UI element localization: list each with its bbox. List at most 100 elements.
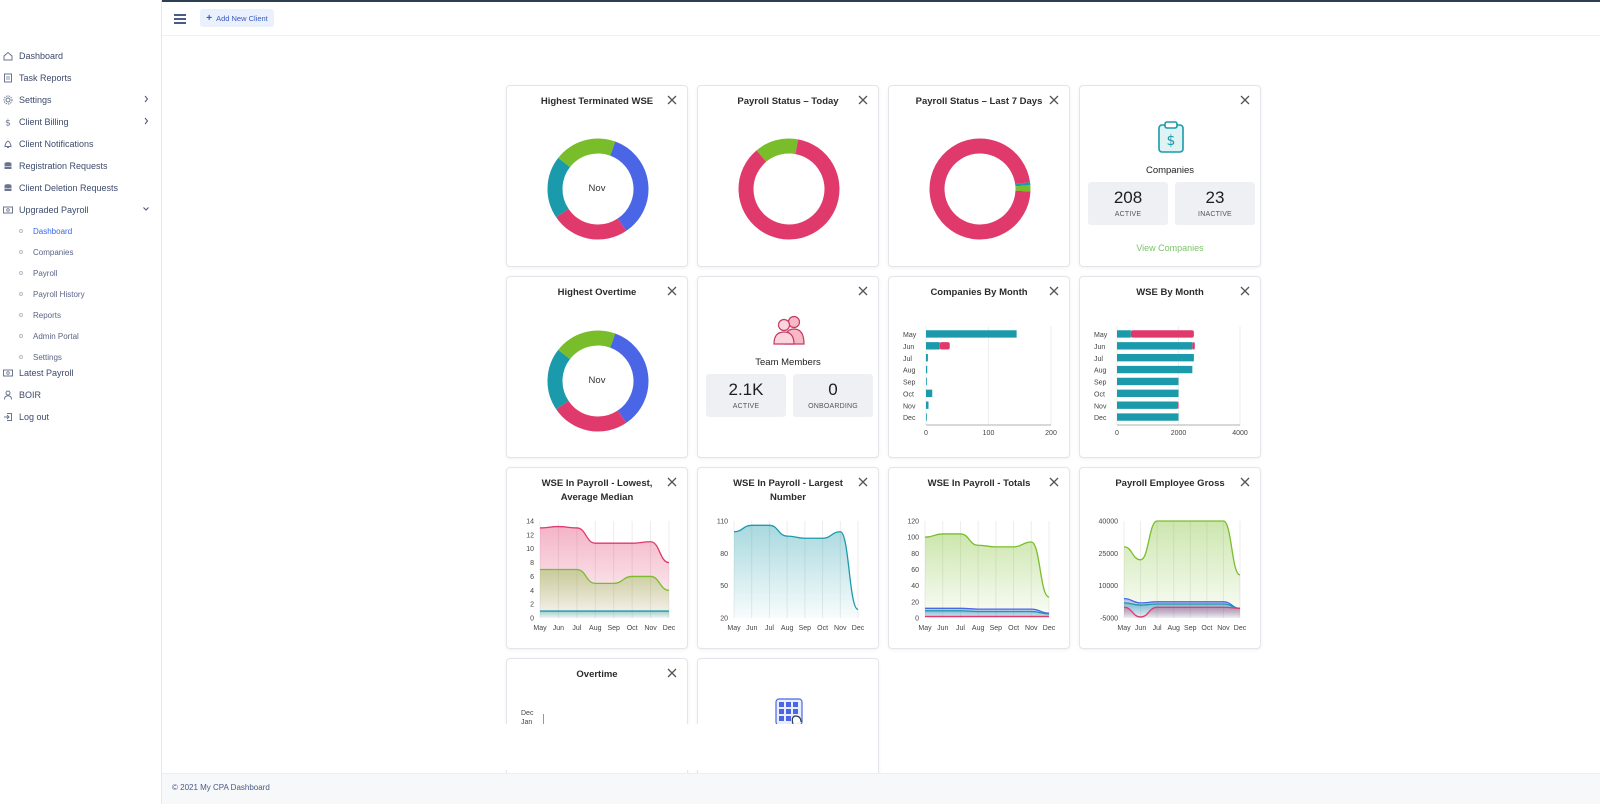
series-line[interactable] — [924, 607, 1050, 614]
donut-slice-green[interactable] — [558, 138, 616, 168]
bar-sep[interactable] — [926, 377, 927, 386]
donut-slice-green[interactable] — [756, 138, 799, 163]
close-icon[interactable] — [857, 476, 869, 488]
y-tick-label: Dec — [903, 415, 916, 422]
sidebar-item-upgraded-payroll[interactable]: Upgraded Payroll — [0, 200, 162, 220]
menu-toggle-icon[interactable] — [174, 14, 186, 24]
y-tick-label: 60 — [911, 567, 919, 574]
bar-may[interactable] — [1117, 330, 1131, 338]
sidebar-subitem-payroll[interactable]: Payroll — [0, 264, 162, 282]
y-tick-label: 40 — [911, 583, 919, 590]
y-tick-label: 50 — [720, 583, 728, 590]
close-icon[interactable] — [666, 94, 678, 106]
bar-jul[interactable] — [1117, 354, 1194, 362]
card-wse-by-month: WSE By Month 0 2000 4000 May Jun Jul Aug Sep Oct… — [1079, 276, 1261, 458]
report-icon — [3, 73, 13, 83]
x-tick-label: May — [727, 625, 741, 632]
bar-dec[interactable] — [1117, 413, 1179, 421]
view-companies-link[interactable]: View Companies — [1136, 243, 1204, 253]
sidebar-item-label: Log out — [19, 412, 50, 422]
series-line[interactable] — [540, 568, 670, 591]
bar-aug[interactable] — [1117, 365, 1193, 374]
series-line[interactable] — [1123, 520, 1241, 576]
donut-slice-green[interactable] — [558, 330, 616, 360]
y-tick-label: Dec — [521, 710, 534, 717]
sidebar-subitem-settings[interactable]: Settings — [0, 348, 162, 366]
close-icon[interactable] — [1239, 94, 1251, 106]
donut-chart — [547, 138, 649, 240]
bar-dec[interactable] — [926, 413, 927, 421]
close-icon[interactable] — [857, 94, 869, 106]
bar-oct[interactable] — [1117, 389, 1179, 397]
bar-jun[interactable] — [926, 342, 940, 350]
donut-slice-pink[interactable] — [929, 138, 1031, 240]
close-icon[interactable] — [666, 476, 678, 488]
sidebar-subitem-dashboard[interactable]: Dashboard — [0, 222, 162, 240]
close-icon[interactable] — [1048, 476, 1060, 488]
stat-label: ACTIVE — [1114, 211, 1142, 218]
donut-slice-blue[interactable] — [609, 333, 649, 423]
bar-may[interactable] — [926, 330, 1017, 338]
close-icon[interactable] — [857, 285, 869, 297]
bar-jun[interactable] — [1117, 342, 1193, 350]
donut-slice-pink[interactable] — [738, 139, 840, 240]
close-icon[interactable] — [1048, 285, 1060, 297]
sidebar-item-client-notifications[interactable]: Client Notifications — [0, 134, 162, 154]
close-icon[interactable] — [1239, 285, 1251, 297]
close-icon[interactable] — [666, 667, 678, 679]
sidebar-item-registration-requests[interactable]: Registration Requests — [0, 156, 162, 176]
donut-slice-teal[interactable] — [547, 157, 571, 218]
bar-may[interactable] — [1130, 330, 1194, 338]
series-line[interactable] — [733, 524, 859, 611]
svg-text:$: $ — [5, 119, 11, 128]
donut-slice-blue[interactable] — [609, 141, 649, 231]
sidebar-item-task-reports[interactable]: Task Reports — [0, 68, 162, 88]
donut-slice-pink[interactable] — [556, 208, 627, 240]
stat-value: 23 — [1205, 188, 1225, 207]
bar-nov[interactable] — [1176, 401, 1179, 409]
close-icon[interactable] — [666, 285, 678, 297]
sidebar-item-client-deletion-requests[interactable]: Client Deletion Requests — [0, 178, 162, 198]
bar-jul[interactable] — [926, 354, 928, 362]
series-line[interactable] — [1123, 602, 1241, 609]
series-line[interactable] — [1123, 606, 1241, 618]
bar-oct[interactable] — [926, 389, 933, 397]
x-tick-label: 0 — [1115, 430, 1119, 437]
bar-sep[interactable] — [1117, 377, 1179, 386]
bar-nov[interactable] — [926, 401, 929, 409]
y-tick-label: Jul — [1094, 356, 1103, 363]
sidebar-subitem-admin-portal[interactable]: Admin Portal — [0, 327, 162, 345]
series-line[interactable] — [1123, 597, 1241, 609]
card-wse-lowest-average-median: WSE In Payroll - Lowest, Average Median … — [506, 467, 688, 649]
bar-jun[interactable] — [1192, 342, 1195, 350]
sidebar-item-latest-payroll[interactable]: Latest Payroll — [0, 363, 162, 383]
add-new-client-button[interactable]: + Add New Client — [200, 9, 274, 27]
donut-slice-teal[interactable] — [547, 349, 571, 410]
y-tick-label: 8 — [530, 560, 534, 567]
sidebar-subitem-reports[interactable]: Reports — [0, 306, 162, 324]
area-fill — [734, 525, 858, 618]
bar-jun[interactable] — [939, 342, 950, 350]
series-line[interactable] — [924, 533, 1050, 598]
card-title: Payroll Status – Last 7 Days — [915, 96, 1043, 107]
sidebar-item-dashboard[interactable]: Dashboard — [0, 46, 162, 66]
card-highest-terminated-wse: Highest Terminated WSE Nov — [506, 85, 688, 267]
sidebar-item-settings[interactable]: Settings — [0, 90, 162, 110]
series-line[interactable] — [924, 610, 1050, 615]
card-payroll-employee-gross: Payroll Employee Gross May Jun Jul Aug Sep Oc… — [1079, 467, 1261, 649]
sidebar-item-boir[interactable]: BOIR — [0, 385, 162, 405]
sidebar-subitem-label: Settings — [33, 352, 62, 362]
sidebar-item-log-out[interactable]: Log out — [0, 407, 162, 427]
close-icon[interactable] — [1048, 94, 1060, 106]
card-companies-by-month: Companies By Month 0 100 200 May Jun Jul Aug Se… — [888, 276, 1070, 458]
y-tick-label: 80 — [720, 551, 728, 558]
bar-aug[interactable] — [926, 365, 928, 374]
series-line[interactable] — [539, 525, 670, 564]
sidebar-item-client-billing[interactable]: $ Client Billing — [0, 112, 162, 132]
donut-slice-pink[interactable] — [556, 400, 627, 432]
y-tick-label: 120 — [907, 519, 919, 526]
sidebar-subitem-payroll-history[interactable]: Payroll History — [0, 285, 162, 303]
bar-nov[interactable] — [1117, 401, 1177, 409]
close-icon[interactable] — [1239, 476, 1251, 488]
sidebar-subitem-companies[interactable]: Companies — [0, 243, 162, 261]
